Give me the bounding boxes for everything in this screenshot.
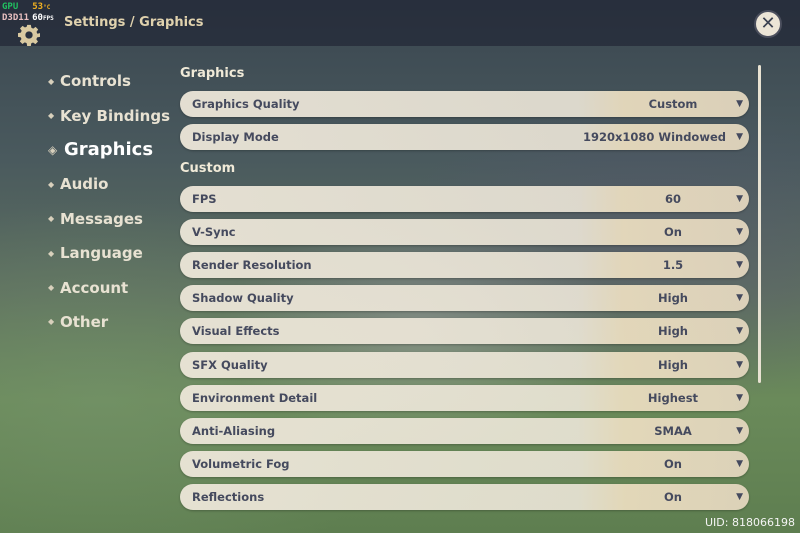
setting-label: Display Mode [192, 130, 279, 144]
diamond-icon: ◆ [48, 248, 55, 258]
sidebar-item-account[interactable]: ◆ Account [48, 270, 170, 304]
setting-row-fps[interactable]: FPS 60 ▼ [180, 186, 749, 212]
setting-row-volumetric-fog[interactable]: Volumetric Fog On ▼ [180, 450, 749, 477]
dropdown-arrow-icon[interactable]: ▼ [736, 491, 743, 502]
diamond-icon: ◆ [48, 283, 55, 293]
diamond-icon: ◈ [48, 142, 58, 157]
sidebar-item-label: Account [60, 278, 129, 297]
setting-label: V-Sync [192, 225, 236, 240]
setting-value-dropdown[interactable]: 60 [664, 192, 681, 206]
setting-row-reflections[interactable]: Reflections On ▼ [180, 483, 749, 510]
dropdown-arrow-icon[interactable]: ▼ [736, 293, 743, 304]
sidebar-nav: ◆ Controls ◆ Key Bindings ◈ Graphics ◆ Audio ◆ Me… [48, 64, 170, 339]
setting-value-dropdown[interactable]: Highest [647, 390, 699, 405]
dropdown-arrow-icon[interactable]: ▼ [736, 227, 743, 238]
gear-icon [18, 24, 40, 46]
diamond-icon: ◆ [48, 214, 55, 224]
diamond-icon: ◆ [48, 317, 55, 327]
setting-label: Environment Detail [192, 390, 318, 405]
setting-label: FPS [192, 192, 217, 206]
dropdown-arrow-icon[interactable]: ▼ [736, 326, 743, 337]
diamond-icon: ◆ [48, 111, 55, 121]
sidebar-item-label: Language [60, 244, 143, 263]
setting-label: Reflections [192, 489, 265, 504]
dropdown-arrow-icon[interactable]: ▼ [736, 458, 743, 469]
temp-unit: °C [43, 4, 51, 11]
uid-label: UID: 818066198 [705, 516, 795, 529]
dropdown-arrow-icon[interactable]: ▼ [736, 359, 743, 370]
setting-row-v-sync[interactable]: V-Sync On ▼ [180, 219, 749, 246]
setting-row-environment-detail[interactable]: Environment Detail Highest ▼ [180, 384, 749, 411]
diamond-icon: ◆ [48, 179, 55, 189]
scrollbar[interactable] [758, 65, 761, 383]
setting-label: SFX Quality [192, 357, 268, 372]
setting-label: Visual Effects [192, 324, 280, 339]
setting-value-dropdown[interactable]: SMAA [654, 423, 692, 438]
setting-row-sfx-quality[interactable]: SFX Quality High ▼ [180, 351, 749, 378]
dropdown-arrow-icon[interactable]: ▼ [736, 99, 743, 109]
sidebar-item-label: Messages [60, 209, 143, 228]
sidebar-item-label: Graphics [64, 139, 154, 161]
sidebar-item-label: Key Bindings [60, 106, 171, 125]
page-title: Settings / Graphics [64, 15, 204, 30]
fps-readout: 60 [32, 13, 43, 23]
setting-row-shadow-quality[interactable]: Shadow Quality High ▼ [180, 285, 749, 312]
section-custom: Custom [180, 161, 236, 176]
setting-label: Graphics Quality [192, 97, 300, 111]
setting-value-dropdown[interactable]: High [658, 291, 688, 306]
setting-label: Shadow Quality [192, 291, 294, 306]
close-button[interactable]: ✕ [754, 10, 782, 38]
dropdown-arrow-icon[interactable]: ▼ [736, 132, 743, 142]
setting-label: Render Resolution [192, 258, 312, 273]
setting-value-dropdown[interactable]: 1.5 [662, 258, 684, 273]
sidebar-item-graphics[interactable]: ◈ Graphics [48, 133, 170, 167]
sidebar-item-other[interactable]: ◆ Other [48, 305, 170, 339]
setting-value-dropdown[interactable]: High [658, 324, 688, 339]
section-graphics: Graphics [180, 66, 245, 81]
sidebar-item-controls[interactable]: ◆ Controls [48, 64, 170, 98]
sidebar-item-key-bindings[interactable]: ◆ Key Bindings [48, 98, 170, 132]
setting-value-dropdown[interactable]: On [664, 489, 682, 504]
diamond-icon: ◆ [48, 76, 55, 86]
fps-unit: FPS [42, 15, 54, 22]
setting-row-graphics-quality[interactable]: Graphics Quality Custom ▼ [180, 91, 749, 117]
header-bar [0, 0, 800, 46]
setting-value-dropdown[interactable]: On [664, 225, 682, 240]
sidebar-item-label: Controls [60, 72, 131, 91]
gpu-temp: 53 [32, 2, 44, 12]
api-label: D3D11 [2, 13, 30, 23]
sidebar-item-language[interactable]: ◆ Language [48, 236, 170, 270]
setting-row-visual-effects[interactable]: Visual Effects High ▼ [180, 318, 749, 345]
dropdown-arrow-icon[interactable]: ▼ [736, 194, 743, 204]
gpu-label: GPU [2, 2, 19, 12]
sidebar-item-label: Audio [60, 175, 109, 194]
setting-label: Anti-Aliasing [192, 423, 276, 438]
sidebar-item-messages[interactable]: ◆ Messages [48, 202, 170, 236]
setting-value-dropdown[interactable]: 1920x1080 Windowed [582, 130, 726, 144]
dropdown-arrow-icon[interactable]: ▼ [736, 425, 743, 436]
setting-row-display-mode[interactable]: Display Mode 1920x1080 Windowed ▼ [180, 124, 749, 150]
setting-value-dropdown[interactable]: Custom [648, 97, 698, 111]
setting-value-dropdown[interactable]: On [664, 456, 682, 471]
setting-row-render-resolution[interactable]: Render Resolution 1.5 ▼ [180, 252, 749, 279]
performance-overlay: GPU 53 °C D3D11 60 FPS [2, 2, 54, 24]
setting-label: Volumetric Fog [192, 456, 290, 471]
setting-row-anti-aliasing[interactable]: Anti-Aliasing SMAA ▼ [180, 417, 749, 444]
dropdown-arrow-icon[interactable]: ▼ [736, 260, 743, 271]
setting-value-dropdown[interactable]: High [658, 357, 688, 372]
close-icon: ✕ [760, 13, 776, 34]
dropdown-arrow-icon[interactable]: ▼ [736, 392, 743, 403]
sidebar-item-label: Other [60, 312, 109, 331]
sidebar-item-audio[interactable]: ◆ Audio [48, 167, 170, 201]
